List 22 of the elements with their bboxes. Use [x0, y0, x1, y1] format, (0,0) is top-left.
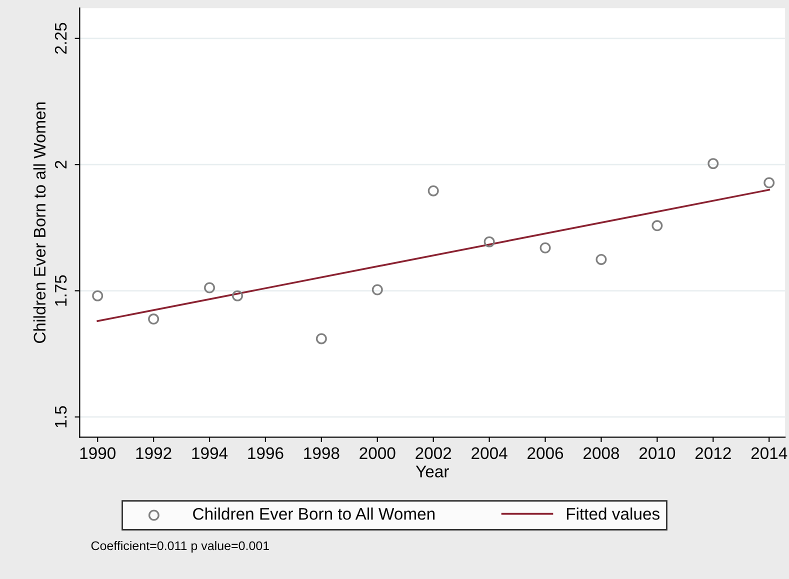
x-tick-label: 1990 — [80, 447, 116, 460]
x-tick-label: 2006 — [528, 447, 564, 460]
x-tick-label: 1992 — [136, 447, 172, 460]
x-tick-label: 2014 — [751, 447, 788, 460]
x-tick-label: 2008 — [584, 447, 620, 460]
y-tick-label: 1.75 — [55, 275, 67, 306]
legend-label: Children Ever Born to All Women — [193, 508, 435, 520]
x-tick-label: 2004 — [472, 447, 508, 460]
x-tick-label: 1994 — [192, 447, 228, 460]
y-axis-title: Children Ever Born to all Women — [33, 102, 46, 343]
x-axis-title: Year — [416, 466, 449, 478]
legend-label: Fitted values — [566, 508, 660, 520]
text: Coefficient=0.011 p value=0.001 — [91, 540, 269, 553]
x-tick-label: 1998 — [304, 447, 340, 460]
y-tick-label: 2 — [54, 160, 67, 168]
x-tick-label: 2010 — [639, 447, 676, 460]
x-tick-label: 2012 — [695, 447, 731, 460]
x-tick-label: 2000 — [360, 447, 396, 460]
x-tick-label: 2002 — [416, 447, 452, 460]
y-tick-label: 2.25 — [54, 22, 67, 54]
y-tick-label: 1.5 — [55, 406, 67, 428]
x-tick-label: 1996 — [248, 447, 284, 460]
